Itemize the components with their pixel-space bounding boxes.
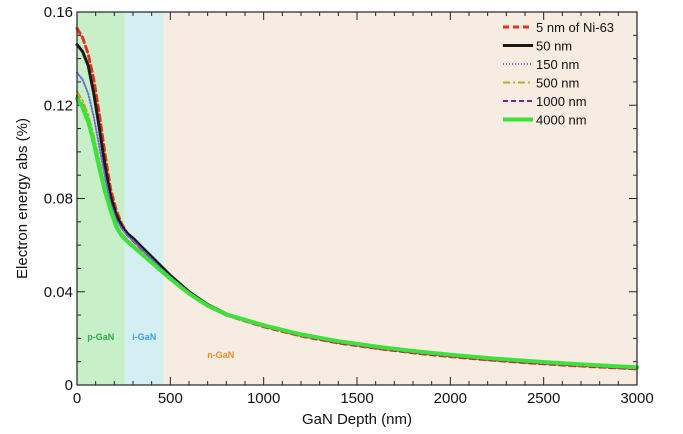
plot-frame (76, 11, 638, 386)
y-tick-label: 0.16 (44, 4, 73, 21)
legend-label-4: 1000 nm (536, 94, 587, 109)
x-tick-label: 3000 (620, 390, 653, 407)
region-labels: p-GaN i-GaN n-GaN (87, 332, 234, 360)
tick-labels: 0 500 1000 1500 2000 2500 3000 0 0.04 0.08 0.12 0.1… (44, 4, 654, 407)
region-i-gan (124, 12, 164, 385)
series-lines (75, 26, 639, 371)
y-tick-label: 0.08 (44, 191, 73, 208)
region-n-gan (163, 12, 638, 385)
legend: 5 nm of Ni-63 50 nm 150 nm 500 nm 1000 nm 400… (503, 20, 614, 128)
x-tick-label: 2000 (434, 390, 467, 407)
legend-label-0: 5 nm of Ni-63 (536, 20, 614, 35)
series-line-5 (75, 96, 639, 370)
region-label-p-gan: p-GaN (87, 332, 114, 342)
region-shading (77, 12, 638, 385)
legend-label-3: 500 nm (536, 76, 579, 91)
x-tick-label: 500 (158, 390, 183, 407)
region-label-i-gan: i-GaN (132, 332, 156, 342)
x-axis-title: GaN Depth (nm) (302, 411, 412, 428)
y-tick-label: 0.04 (44, 284, 73, 301)
region-label-n-gan: n-GaN (207, 350, 234, 360)
x-tick-label: 1500 (340, 390, 373, 407)
x-tick-label: 2500 (527, 390, 560, 407)
x-tick-label: 0 (73, 390, 81, 407)
legend-label-5: 4000 nm (536, 113, 587, 128)
y-tick-label: 0.12 (44, 97, 73, 114)
legend-label-1: 50 nm (536, 39, 572, 54)
legend-label-2: 150 nm (536, 57, 579, 72)
y-axis-title: Electron energy abs (%) (14, 118, 31, 279)
y-tick-label: 0 (65, 377, 73, 394)
x-tick-label: 1000 (247, 390, 280, 407)
